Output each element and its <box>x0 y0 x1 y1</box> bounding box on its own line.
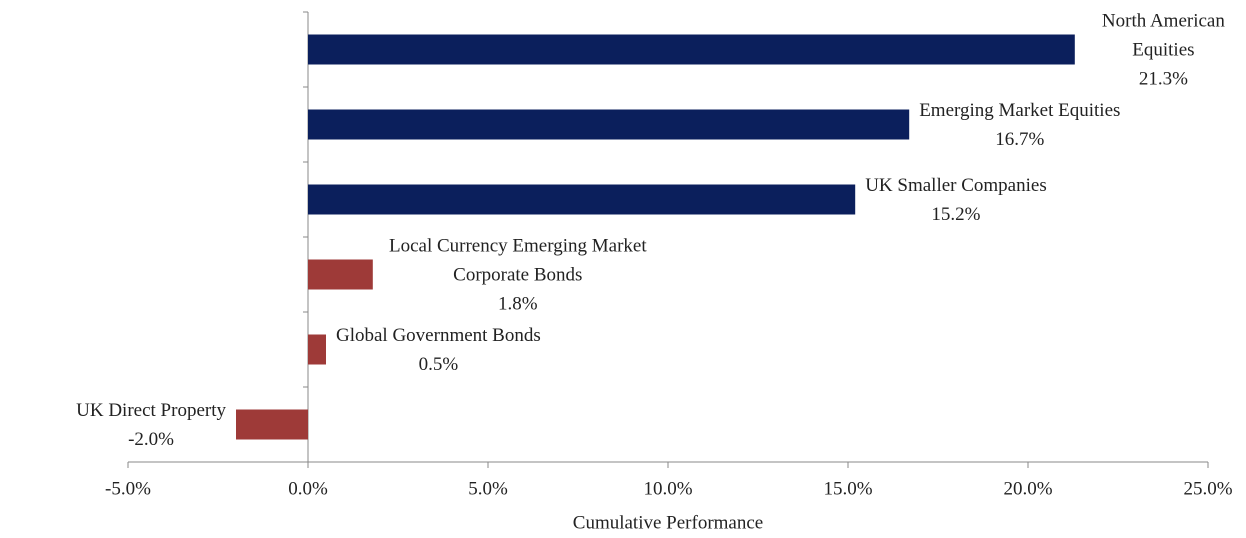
bar <box>308 184 856 215</box>
data-label: UK Direct Property -2.0% <box>76 396 226 454</box>
value-label: 21.3% <box>1138 68 1188 89</box>
bar <box>308 259 373 290</box>
x-tick-label: 10.0% <box>643 478 692 499</box>
value-label: 0.5% <box>418 353 459 375</box>
category-label: Local Currency Emerging Market Corporate… <box>388 235 647 285</box>
value-label: 16.7% <box>995 128 1045 150</box>
data-label: North American Equities 21.3% <box>1085 6 1242 93</box>
category-label: Global Government Bonds <box>336 324 541 346</box>
x-tick-label: 0.0% <box>288 478 328 499</box>
data-label: Local Currency Emerging Market Corporate… <box>383 231 653 318</box>
category-label: UK Direct Property <box>76 399 226 421</box>
x-tick-label: 5.0% <box>468 478 508 499</box>
value-label: 1.8% <box>498 293 538 314</box>
bar <box>236 409 308 440</box>
x-tick-label: 20.0% <box>1003 478 1052 499</box>
category-label: UK Smaller Companies <box>865 174 1047 196</box>
data-label: UK Smaller Companies 15.2% <box>865 171 1047 229</box>
x-axis-title: Cumulative Performance <box>573 512 763 533</box>
category-label: Emerging Market Equities <box>919 99 1121 121</box>
category-label: North American Equities <box>1101 10 1225 60</box>
data-label: Global Government Bonds 0.5% <box>336 321 541 379</box>
bar <box>308 334 326 365</box>
bar <box>308 34 1075 65</box>
value-label: -2.0% <box>128 428 175 450</box>
data-label: Emerging Market Equities 16.7% <box>919 96 1120 154</box>
x-tick-label: 25.0% <box>1183 478 1232 499</box>
x-tick-label: 15.0% <box>823 478 872 499</box>
value-label: 15.2% <box>931 203 981 225</box>
x-tick-label: -5.0% <box>105 478 151 499</box>
bar <box>308 109 910 140</box>
